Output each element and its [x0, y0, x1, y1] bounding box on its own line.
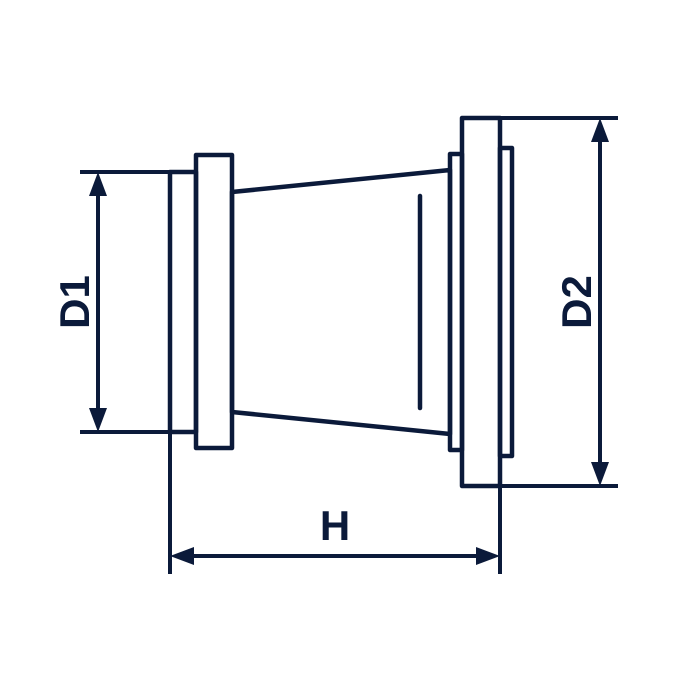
label-d1: D1 — [51, 275, 98, 329]
label-h: H — [320, 502, 350, 549]
technical-drawing: D1 D2 H — [0, 0, 700, 700]
label-d2: D2 — [553, 275, 600, 329]
